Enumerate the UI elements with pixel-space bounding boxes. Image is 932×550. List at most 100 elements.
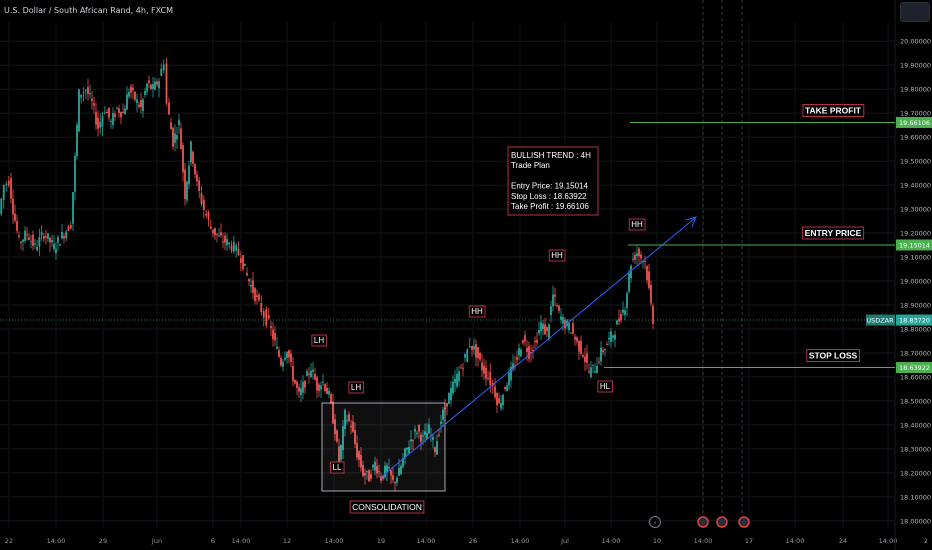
candle bbox=[168, 97, 170, 116]
candle bbox=[310, 363, 312, 379]
x-tick-label: 14:00 bbox=[879, 537, 898, 545]
candle bbox=[5, 181, 8, 192]
candle-body bbox=[138, 104, 140, 107]
candle-body bbox=[468, 346, 471, 348]
candle-body bbox=[288, 350, 290, 358]
candle bbox=[244, 263, 246, 267]
candle bbox=[314, 367, 316, 381]
candle bbox=[326, 382, 328, 395]
candle-body bbox=[326, 387, 328, 395]
candle-body bbox=[108, 107, 110, 118]
candle-body bbox=[95, 112, 97, 125]
candle bbox=[142, 98, 144, 118]
candle-body bbox=[61, 231, 63, 239]
candle bbox=[250, 278, 252, 294]
candle bbox=[87, 78, 89, 101]
candle bbox=[456, 366, 458, 389]
candle bbox=[61, 223, 63, 240]
candle-body bbox=[562, 316, 564, 324]
candle bbox=[648, 263, 650, 291]
candle bbox=[28, 233, 30, 241]
toolbar-button[interactable] bbox=[900, 2, 930, 22]
candle-body bbox=[616, 320, 618, 325]
candle-body bbox=[14, 213, 16, 221]
candle bbox=[418, 423, 420, 439]
candle bbox=[24, 226, 26, 244]
candle bbox=[320, 381, 322, 399]
x-tick-label: 14:00 bbox=[417, 537, 436, 545]
candle bbox=[80, 94, 83, 104]
candle bbox=[170, 117, 172, 130]
swing-label: HH bbox=[551, 251, 563, 260]
candle bbox=[576, 336, 578, 345]
candle-body bbox=[74, 155, 76, 192]
candle bbox=[526, 340, 528, 361]
y-tick-label: 18.40000 bbox=[900, 421, 931, 429]
candle bbox=[298, 383, 300, 398]
candle-body bbox=[494, 386, 496, 398]
candle bbox=[274, 326, 276, 347]
candle bbox=[95, 102, 97, 130]
candle bbox=[550, 300, 552, 323]
candle bbox=[114, 110, 116, 121]
price-label-bg bbox=[896, 362, 932, 374]
candle-body bbox=[324, 384, 326, 392]
candle bbox=[491, 379, 494, 395]
candle-body bbox=[144, 91, 146, 95]
candle bbox=[38, 228, 41, 256]
candle bbox=[300, 379, 302, 403]
candle-body bbox=[205, 213, 208, 216]
candle bbox=[578, 340, 580, 360]
x-tick-label: 10 bbox=[653, 537, 661, 545]
candle bbox=[144, 87, 146, 99]
candle-body bbox=[544, 324, 546, 335]
candle-body bbox=[600, 347, 602, 362]
candle-body bbox=[602, 350, 604, 353]
candle-body bbox=[636, 253, 638, 257]
candle-body bbox=[485, 367, 487, 379]
trade-plan-line: Stop Loss : 18.63922 bbox=[511, 192, 587, 201]
candle-body bbox=[188, 165, 190, 184]
y-tick-label: 19.20000 bbox=[900, 230, 931, 238]
trade-plan-bg bbox=[507, 146, 599, 216]
candle-body bbox=[622, 309, 624, 313]
candle-body bbox=[434, 447, 436, 453]
candle-body bbox=[450, 388, 452, 401]
candle-body bbox=[99, 121, 102, 128]
candle bbox=[36, 239, 39, 252]
candle-body bbox=[18, 235, 20, 237]
candle-body bbox=[256, 295, 258, 298]
swing-label: HL bbox=[600, 382, 611, 391]
candle bbox=[570, 332, 572, 334]
candle bbox=[134, 91, 136, 102]
candle-body bbox=[628, 273, 630, 292]
candle bbox=[158, 78, 160, 98]
x-tick-label: 19 bbox=[377, 537, 385, 545]
swing-label-box bbox=[468, 305, 486, 318]
candle bbox=[176, 127, 178, 150]
candle-body bbox=[370, 474, 372, 479]
candle-body bbox=[386, 465, 388, 472]
candle bbox=[466, 348, 469, 363]
candle bbox=[504, 386, 506, 391]
candle-body bbox=[448, 393, 450, 404]
candle bbox=[408, 440, 410, 455]
candle bbox=[128, 88, 130, 99]
candle bbox=[624, 306, 626, 320]
candle-body bbox=[78, 89, 80, 132]
candle-body bbox=[479, 352, 481, 360]
candle-body bbox=[20, 242, 22, 244]
candle-body bbox=[374, 461, 376, 471]
x-tick-label: 14:00 bbox=[511, 537, 530, 545]
candle-body bbox=[481, 362, 483, 371]
candle-body bbox=[106, 111, 108, 113]
candle bbox=[334, 413, 336, 441]
y-tick-label: 19.50000 bbox=[900, 158, 931, 166]
swing-label-box bbox=[348, 381, 364, 394]
candle-body bbox=[26, 234, 28, 236]
y-tick-label: 18.10000 bbox=[900, 493, 931, 501]
candle bbox=[378, 464, 380, 478]
candle bbox=[222, 232, 224, 249]
